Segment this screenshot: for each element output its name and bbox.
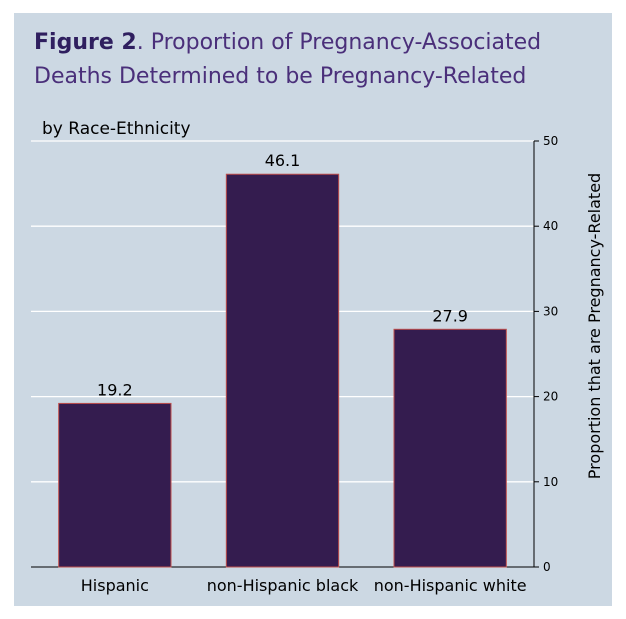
figure-title: Figure 2. Proportion of Pregnancy-Associ… (34, 26, 604, 94)
bar (393, 328, 507, 568)
data-label: 27.9 (432, 306, 468, 325)
figure-title-text: . Proportion of Pregnancy-Associated Dea… (34, 30, 542, 89)
y-tick-label: 10 (543, 475, 558, 489)
y-axis-title: Proportion that are Pregnancy-Related (585, 173, 604, 479)
y-tick-label: 40 (543, 219, 558, 233)
y-tick-label: 0 (543, 560, 551, 574)
y-tick-label: 50 (543, 134, 558, 148)
bar (58, 402, 172, 568)
figure-label: Figure 2 (34, 30, 137, 55)
x-category-label: non-Hispanic white (374, 576, 527, 595)
bar-chart: by Race-Ethnicity 0 10 20 30 40 50 19.2 Hispani… (31, 119, 604, 595)
figure-panel: Figure 2. Proportion of Pregnancy-Associ… (14, 13, 612, 606)
x-category-label: non-Hispanic black (207, 576, 359, 595)
y-tick-label: 30 (543, 304, 558, 318)
data-label: 19.2 (97, 380, 133, 399)
y-tick-label: 20 (543, 390, 558, 404)
data-label: 46.1 (265, 151, 301, 170)
chart-subtitle: by Race-Ethnicity (42, 119, 191, 139)
x-category-label: Hispanic (81, 576, 149, 595)
bar (225, 173, 340, 568)
